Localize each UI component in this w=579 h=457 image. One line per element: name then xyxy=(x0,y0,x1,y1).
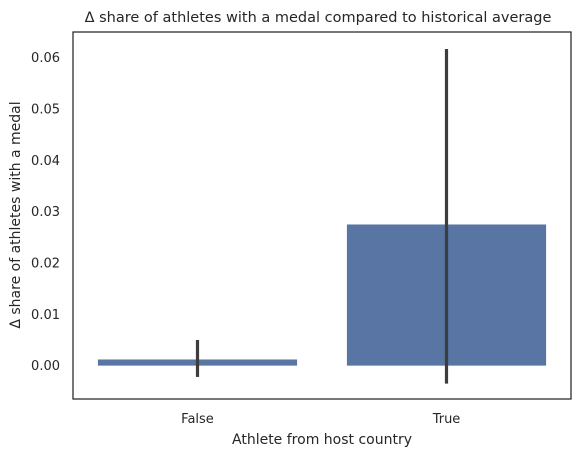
plot-area xyxy=(97,48,547,384)
x-tick-label-true: True xyxy=(432,412,461,427)
y-tick-label: 0.03 xyxy=(31,205,60,220)
axes-frame xyxy=(72,31,572,400)
chart-title: Δ share of athletes with a medal compare… xyxy=(85,10,552,26)
y-tick-label: 0.04 xyxy=(31,154,60,169)
x-tick-label-false: False xyxy=(181,412,214,427)
y-tick-label: 0.06 xyxy=(31,51,60,66)
y-tick-label: 0.05 xyxy=(31,102,60,117)
y-axis-ticks: 0.00 0.01 0.02 0.03 0.04 0.05 0.06 xyxy=(31,51,60,374)
y-axis-label: Δ share of athletes with a medal xyxy=(8,101,24,328)
y-tick-label: 0.02 xyxy=(31,256,60,271)
x-axis-label: Athlete from host country xyxy=(232,432,412,448)
x-axis-ticks: False True xyxy=(181,412,460,427)
y-tick-label: 0.01 xyxy=(31,308,60,323)
y-tick-label: 0.00 xyxy=(31,359,60,374)
